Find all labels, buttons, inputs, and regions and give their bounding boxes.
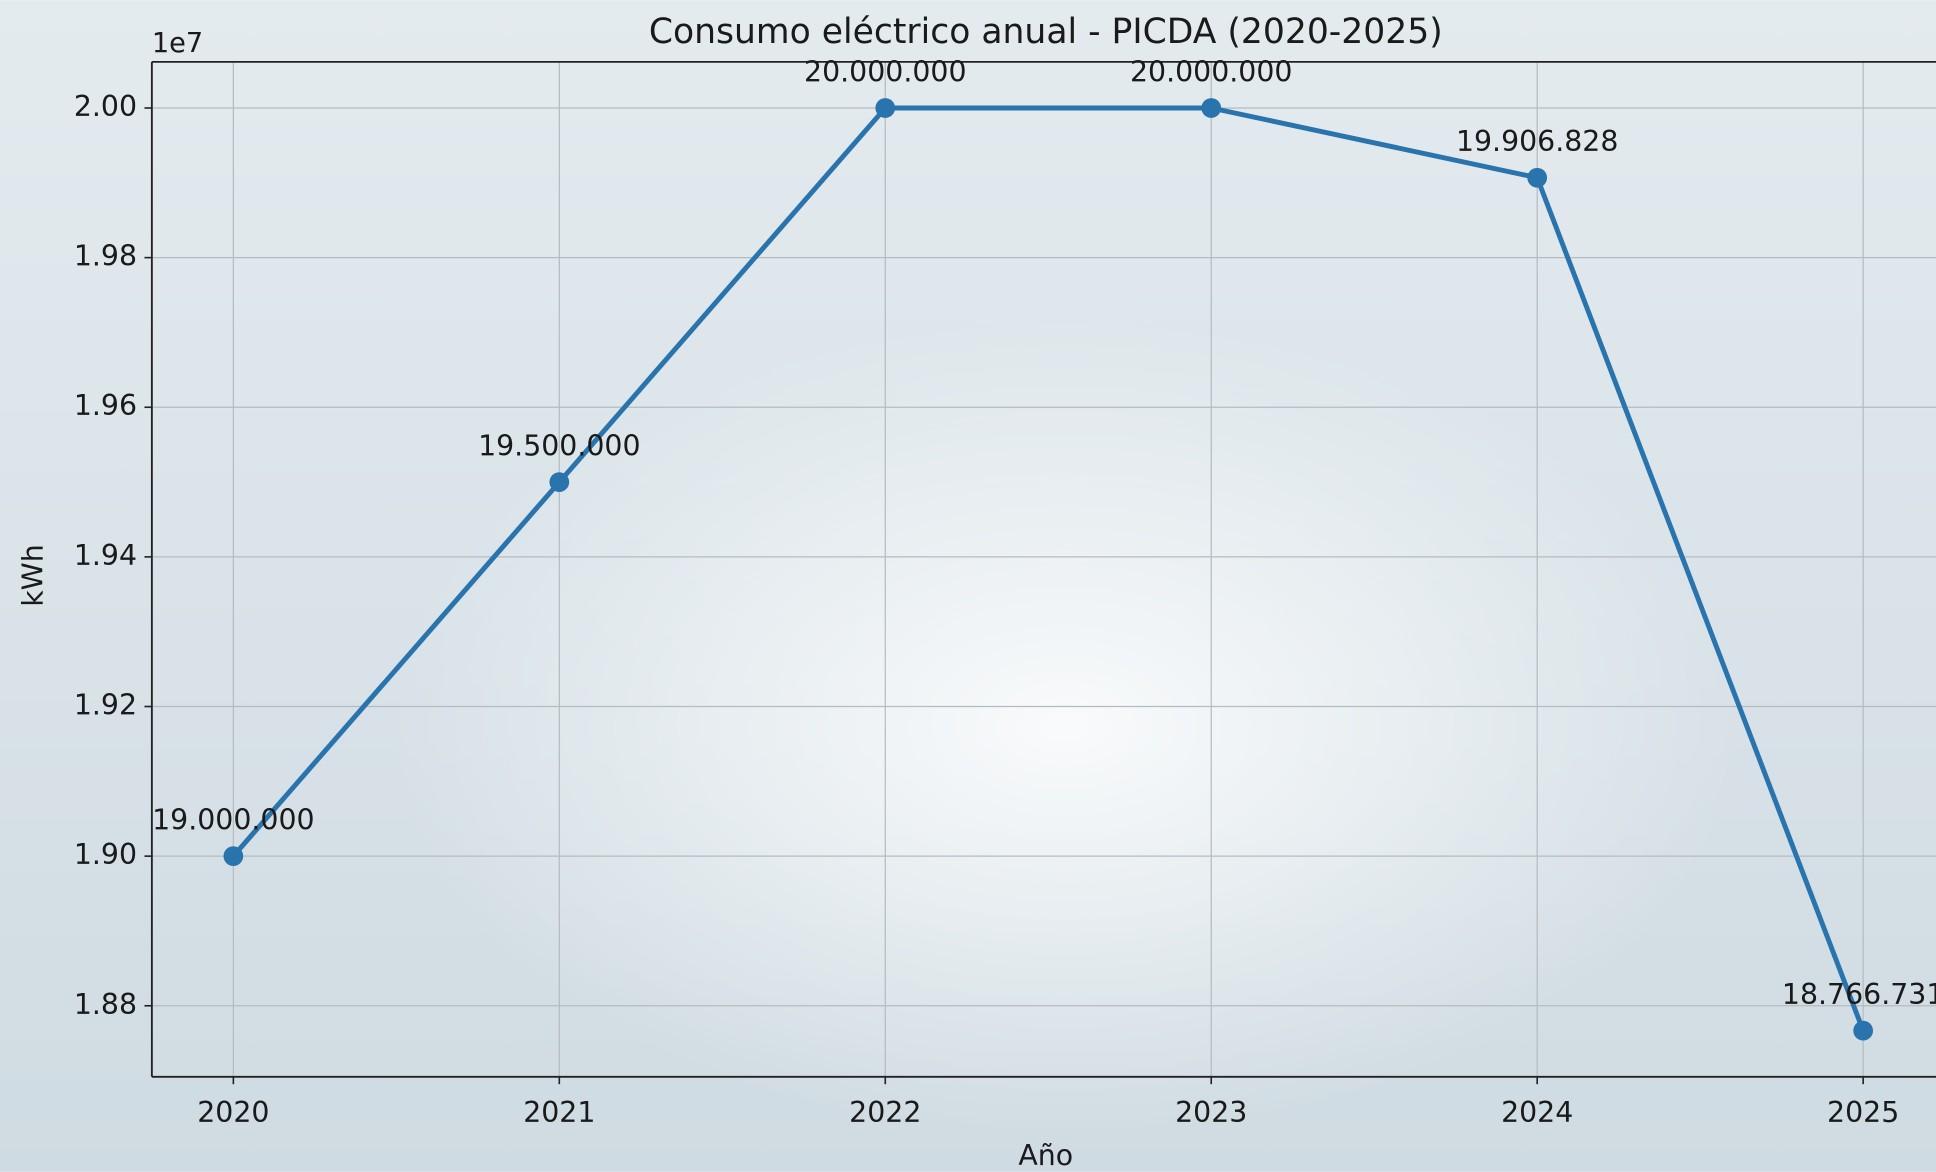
data-label: 19.500.000 bbox=[478, 430, 640, 463]
x-tick-label: 2023 bbox=[1175, 1096, 1247, 1129]
data-label: 20.000.000 bbox=[804, 55, 966, 88]
x-tick-label: 2020 bbox=[197, 1096, 269, 1129]
data-point bbox=[1201, 98, 1222, 118]
y-tick-label: 2.00 bbox=[74, 90, 137, 123]
x-axis-label: Año bbox=[1018, 1139, 1073, 1172]
data-point bbox=[549, 472, 570, 492]
x-tick-label: 2021 bbox=[523, 1096, 595, 1129]
y-tick-label: 1.92 bbox=[74, 689, 137, 722]
y-offset-text: 1e7 bbox=[152, 28, 203, 59]
data-line bbox=[231, 105, 1866, 1032]
data-label: 19.000.000 bbox=[152, 804, 314, 837]
y-axis-label: kWh bbox=[17, 544, 50, 606]
x-tick-label: 2022 bbox=[849, 1096, 921, 1129]
y-tick-label: 1.88 bbox=[74, 988, 137, 1021]
y-tick-label: 1.96 bbox=[74, 389, 137, 422]
data-point bbox=[875, 98, 896, 118]
chart-title: Consumo eléctrico anual - PICDA (2020-20… bbox=[649, 12, 1443, 52]
data-label: 19.906.828 bbox=[1456, 125, 1618, 158]
data-point bbox=[1527, 167, 1548, 188]
y-tick-label: 1.98 bbox=[74, 240, 137, 273]
y-tick-label: 1.90 bbox=[74, 838, 137, 871]
data-label: 20.000.000 bbox=[1130, 55, 1292, 88]
data-point bbox=[223, 846, 244, 867]
data-point bbox=[1853, 1020, 1874, 1041]
data-label: 18.766.731 bbox=[1782, 978, 1936, 1011]
y-tick-label: 1.94 bbox=[74, 539, 137, 572]
x-tick-label: 2025 bbox=[1827, 1096, 1899, 1129]
x-tick-label: 2024 bbox=[1501, 1096, 1573, 1129]
